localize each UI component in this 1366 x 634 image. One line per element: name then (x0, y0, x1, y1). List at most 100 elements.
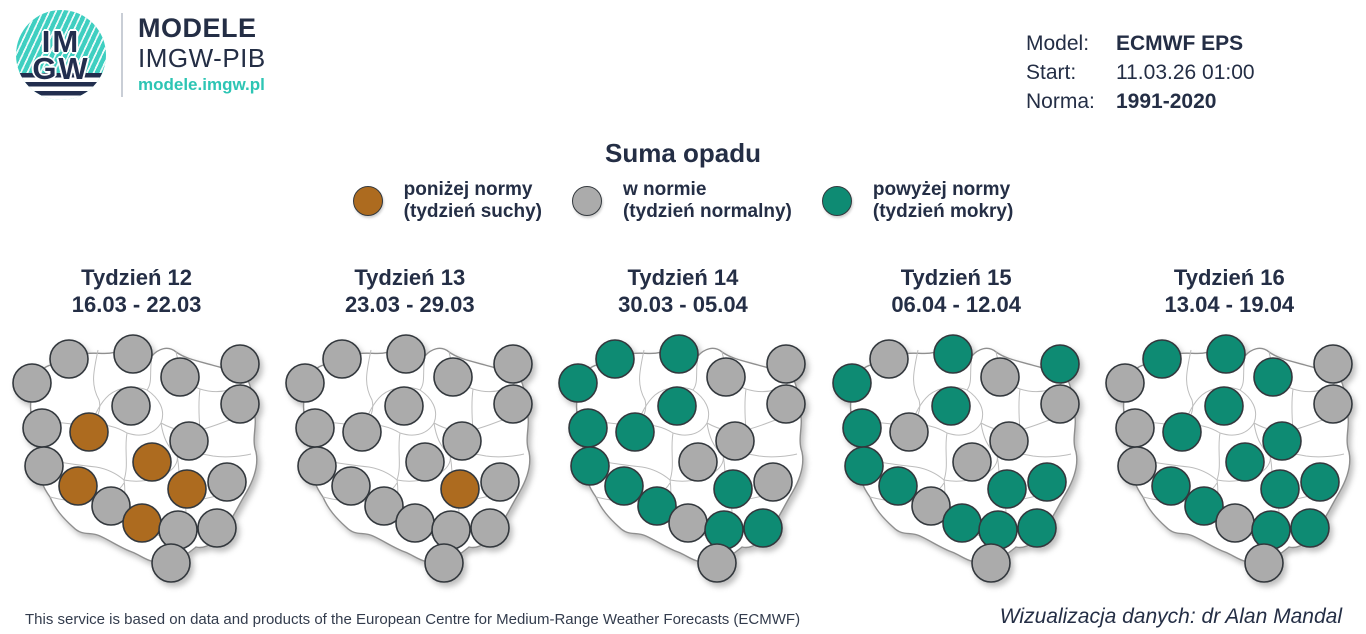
forecast-dot (322, 339, 363, 379)
week-label: Tydzień 15 (900, 265, 1012, 290)
logo-acronym: IM GW (16, 10, 106, 100)
model-info-label: Norma: (1026, 90, 1095, 113)
forecast-dot (1115, 408, 1155, 448)
legend-item: poniżej normy (tydzień suchy) (352, 179, 542, 223)
forecast-dot (480, 462, 521, 502)
forecast-dot (932, 334, 973, 374)
legend-label: poniżej normy (tydzień suchy) (404, 179, 542, 223)
brand-subtitle: IMGW-PIB (138, 43, 266, 73)
week-title: Tydzień 15 06.04 - 12.04 (891, 264, 1021, 320)
brand-url-link[interactable]: modele.imgw.pl (138, 75, 265, 94)
week-title: Tydzień 12 16.03 - 22.03 (72, 264, 202, 320)
forecast-dot (970, 543, 1011, 583)
forecast-dot (220, 384, 260, 424)
forecast-dot (951, 442, 992, 482)
forecast-dot (470, 508, 511, 548)
poland-map (12, 334, 260, 583)
forecast-dot (704, 510, 745, 550)
forecast-dot (1162, 412, 1202, 452)
forecast-dot (1117, 446, 1157, 486)
poland-map (1105, 334, 1353, 583)
forecast-dot (659, 334, 700, 374)
logo-acronym-top: IM (41, 24, 81, 59)
week-label: Tydzień 13 (354, 265, 466, 290)
forecast-dot (1142, 339, 1182, 379)
week-date-range: 13.04 - 19.04 (1164, 292, 1295, 317)
brand-title: MODELE (138, 13, 257, 43)
legend-label: w normie (tydzień normalny) (623, 179, 792, 223)
legend-label: powyżej normy (tydzień mokry) (873, 179, 1013, 223)
page-title: Suma opadu (604, 138, 761, 168)
forecast-dot (207, 462, 247, 502)
forecast-dot (570, 446, 611, 486)
forecast-dot (440, 469, 481, 509)
forecast-dot (158, 510, 198, 550)
week-title: Tydzień 13 23.03 - 29.03 (345, 264, 475, 320)
voivodeship-border (946, 355, 983, 436)
week-panel: Tydzień 13 23.03 - 29.03 (273, 264, 546, 598)
forecast-dot (69, 412, 109, 452)
week-date-range: 30.03 - 05.04 (618, 292, 748, 317)
forecast-dot (568, 408, 609, 448)
forecast-dot (151, 543, 191, 583)
model-info-label: Model: (1026, 32, 1090, 55)
voivodeship-border (1216, 432, 1221, 481)
forecast-dot (493, 384, 534, 424)
imgw-brand: IM GW MODELE IMGW-PIB modele.imgw.pl (16, 10, 266, 100)
forecast-dot (615, 412, 656, 452)
voivodeship-border (943, 432, 948, 481)
forecast-dot (941, 503, 982, 543)
forecast-dot (930, 386, 971, 426)
forecast-dot (743, 508, 784, 548)
forecast-dot (1262, 421, 1302, 461)
legend-item: powyżej normy (tydzień mokry) (821, 179, 1013, 223)
forecast-dot (493, 344, 534, 384)
model-info-value: 1991-2020 (1116, 90, 1217, 113)
week-date-range: 16.03 - 22.03 (71, 292, 202, 317)
forecast-dot (384, 386, 425, 426)
forecast-dot (877, 466, 918, 506)
brand-text: MODELE IMGW-PIB modele.imgw.pl (138, 14, 266, 96)
week-title: Tydzień 14 30.03 - 05.04 (618, 264, 748, 320)
forecast-dot (1313, 384, 1353, 424)
forecast-dot (431, 510, 472, 550)
forecast-dot (167, 469, 207, 509)
week-title: Tydzień 16 13.04 - 19.04 (1165, 264, 1295, 320)
model-info: Model: ECMWF EPS Start: 11.03.26 01:00 N… (1026, 29, 1255, 116)
poland-map (285, 334, 534, 583)
forecast-dot (1039, 384, 1080, 424)
forecast-dot (841, 408, 882, 448)
voivodeship-border (673, 355, 710, 436)
week-date-range: 23.03 - 29.03 (344, 292, 475, 317)
legend-item: w normie (tydzień normalny) (571, 179, 792, 223)
forecast-dot (433, 357, 474, 397)
forecast-dot (1039, 344, 1080, 384)
legend-label-line2: (tydzień normalny) (622, 201, 792, 222)
forecast-dot (1290, 508, 1330, 548)
forecast-dot (111, 386, 151, 426)
forecast-dot (766, 344, 807, 384)
forecast-dot (169, 421, 209, 461)
forecast-dot (1313, 344, 1353, 384)
forecast-dot (831, 363, 872, 403)
forecast-dot (979, 357, 1020, 397)
week-label: Tydzień 16 (1173, 265, 1285, 290)
forecast-dot (197, 508, 237, 548)
forecast-dot (1251, 510, 1291, 550)
forecast-dot (986, 469, 1027, 509)
forecast-dot (12, 363, 52, 403)
poland-map (558, 334, 807, 583)
forecast-dot (1225, 442, 1265, 482)
legend-label-line1: poniżej normy (403, 179, 533, 200)
forecast-dot (888, 412, 929, 452)
forecast-dot (424, 543, 465, 583)
week-panel: Tydzień 12 16.03 - 22.03 (0, 264, 273, 598)
week-date-range: 06.04 - 12.04 (891, 292, 1021, 317)
forecast-dot (1184, 486, 1224, 526)
forecast-dot (766, 384, 807, 424)
poland-map (831, 334, 1080, 583)
week-label: Tydzień 12 (81, 265, 193, 290)
forecast-dot (331, 466, 372, 506)
forecast-dot (678, 442, 719, 482)
